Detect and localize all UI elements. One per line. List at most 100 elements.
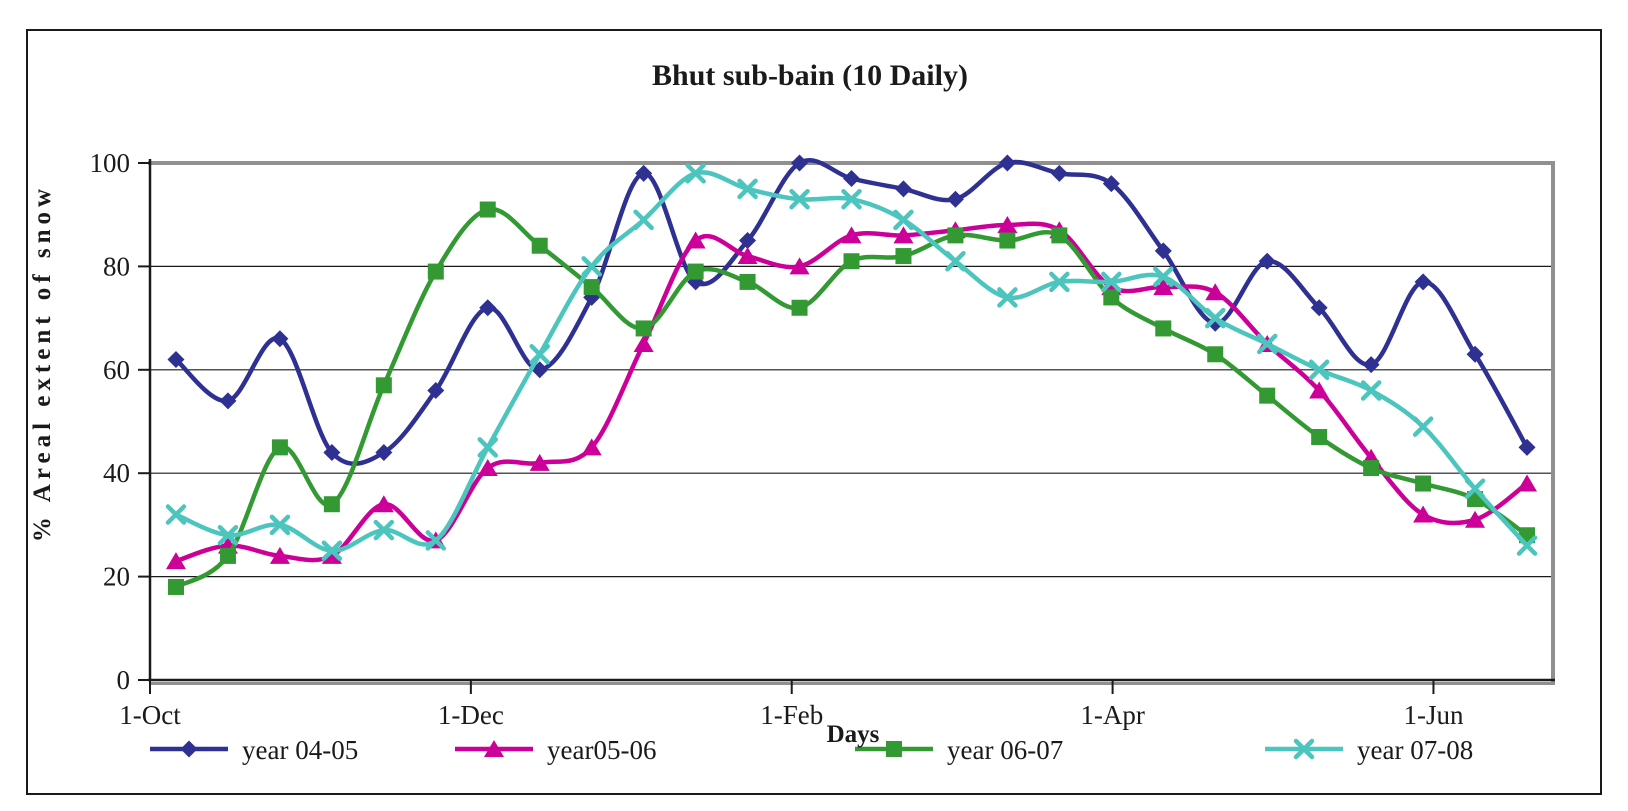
- data-point-marker-year-06-07: [167, 578, 184, 595]
- data-point-marker-year-04-05: [271, 330, 289, 348]
- y-tick-label: 40: [103, 458, 130, 488]
- data-point-marker-year-06-07: [1363, 460, 1380, 477]
- data-point-marker-year-04-05: [1466, 345, 1484, 363]
- data-point-marker-year-04-05: [739, 232, 757, 250]
- data-point-marker-year-04-05: [219, 392, 237, 410]
- data-point-marker-year-07-08: [529, 344, 550, 365]
- data-point-marker-year05-06: [1309, 381, 1330, 399]
- data-point-marker-year-04-05: [894, 180, 912, 198]
- data-point-marker-year-04-05: [323, 444, 341, 462]
- data-point-marker-year05-06: [1413, 505, 1434, 523]
- y-tick-label: 20: [103, 562, 130, 592]
- data-point-marker-year-07-08: [1464, 478, 1486, 499]
- data-point-marker-year-07-08: [1360, 380, 1382, 401]
- data-point-marker-year-04-05: [1414, 273, 1432, 291]
- data-point-marker-year-06-07: [375, 377, 392, 394]
- legend-marker-year-07-08: [1293, 738, 1315, 760]
- x-marker-stroke: [633, 209, 654, 231]
- data-point-marker-year-07-08: [581, 256, 602, 277]
- y-tick-label: 100: [90, 148, 131, 178]
- data-point-marker-year-06-07: [1051, 227, 1068, 244]
- data-point-marker-year-06-07: [635, 320, 652, 337]
- x-marker-stroke: [1101, 271, 1122, 293]
- data-point-marker-year05-06: [1153, 278, 1174, 296]
- x-marker-stroke: [893, 209, 914, 231]
- data-point-marker-year-06-07: [1415, 475, 1432, 492]
- legend-group: year 04-05 year05-06 year 06-07 year 07-08: [150, 735, 1473, 765]
- tick-labels-group: 0 20 40 60 80 100 1-Oct 1-Dec 1-Feb 1-Apr 1-Jun: [90, 148, 1464, 730]
- data-point-marker-year-07-08: [165, 504, 187, 525]
- x-marker-stroke: [841, 188, 862, 210]
- data-point-marker-year-07-08: [1101, 271, 1122, 293]
- x-marker-stroke: [217, 524, 239, 546]
- y-axis-title: % Areal extent of snow: [29, 184, 56, 542]
- data-point-marker-year05-06: [1465, 510, 1486, 528]
- data-point-marker-year-04-05: [843, 170, 860, 188]
- x-tick-label: 1-Oct: [119, 700, 181, 730]
- data-point-marker-year-07-08: [1308, 359, 1330, 381]
- data-point-marker-year-06-07: [271, 439, 288, 456]
- data-point-marker-year-07-08: [789, 188, 810, 210]
- data-point-marker-year-07-08: [1204, 307, 1226, 329]
- data-point-marker-year-06-07: [1311, 429, 1328, 446]
- x-tick-label: 1-Dec: [438, 700, 504, 730]
- x-marker-stroke: [789, 188, 810, 210]
- data-point-marker-year05-06: [997, 216, 1018, 234]
- x-marker-stroke: [1360, 380, 1382, 401]
- series-year-07-08: [165, 163, 1538, 561]
- data-point-marker-year-06-07: [843, 253, 860, 270]
- data-point-marker-year-06-07: [999, 232, 1016, 249]
- x-marker-stroke: [425, 530, 447, 551]
- data-point-marker-year-07-08: [321, 540, 343, 561]
- data-point-marker-year-04-05: [1362, 356, 1380, 374]
- data-point-marker-year-06-07: [687, 263, 704, 280]
- data-point-marker-year-07-08: [269, 514, 291, 536]
- series-line-year-04-05: [173, 158, 1530, 466]
- data-point-marker-year05-06: [633, 334, 654, 352]
- x-marker-stroke: [1256, 333, 1278, 355]
- series-year-04-05: [167, 154, 1536, 466]
- data-point-marker-year-07-08: [373, 519, 395, 541]
- x-marker-stroke: [1153, 266, 1174, 287]
- data-point-marker-year-04-05: [1258, 252, 1276, 270]
- legend-item-year05-06: year05-06: [455, 735, 656, 765]
- data-point-marker-year-06-07: [791, 299, 808, 316]
- x-marker-stroke: [1293, 738, 1315, 760]
- legend-item-year-06-07: year 06-07: [855, 735, 1063, 765]
- x-marker-stroke: [581, 256, 602, 277]
- data-point-marker-year05-06: [269, 546, 290, 564]
- data-point-marker-year-07-08: [1256, 333, 1278, 355]
- data-point-marker-year-06-07: [1207, 346, 1224, 363]
- data-point-marker-year-06-07: [1259, 387, 1276, 404]
- legend-label-year-04-05: year 04-05: [242, 735, 358, 765]
- series-line-year-07-08: [173, 170, 1530, 554]
- axes-group: [138, 159, 1555, 694]
- legend-marker-year05-06: [484, 740, 504, 757]
- data-point-marker-year-07-08: [685, 163, 706, 184]
- y-tick-label: 80: [103, 251, 130, 281]
- data-point-marker-year-04-05: [946, 190, 964, 208]
- x-marker-stroke: [1412, 416, 1434, 437]
- x-axis-title: Days: [827, 721, 880, 748]
- data-point-marker-year-06-07: [531, 237, 548, 254]
- data-point-marker-year-06-07: [219, 547, 236, 564]
- data-point-marker-year-04-05: [427, 381, 445, 399]
- legend-label-year05-06: year05-06: [547, 735, 656, 765]
- data-point-marker-year05-06: [165, 552, 186, 570]
- x-marker-stroke: [997, 287, 1018, 308]
- series-year05-06: [165, 216, 1538, 570]
- x-marker-stroke: [165, 504, 187, 525]
- data-point-marker-year-04-05: [375, 444, 393, 462]
- x-marker-stroke: [1464, 478, 1486, 499]
- data-point-marker-year-06-07: [583, 279, 600, 296]
- x-marker-stroke: [945, 250, 966, 272]
- data-point-marker-year-04-05: [1050, 164, 1068, 182]
- legend-label-year-06-07: year 06-07: [947, 735, 1063, 765]
- data-point-marker-year-04-05: [998, 154, 1016, 172]
- legend-item-year-07-08: year 07-08: [1265, 735, 1473, 765]
- x-marker-stroke: [269, 514, 291, 536]
- data-point-marker-year05-06: [737, 247, 758, 265]
- data-point-marker-year-07-08: [893, 209, 914, 231]
- data-point-marker-year05-06: [841, 226, 862, 244]
